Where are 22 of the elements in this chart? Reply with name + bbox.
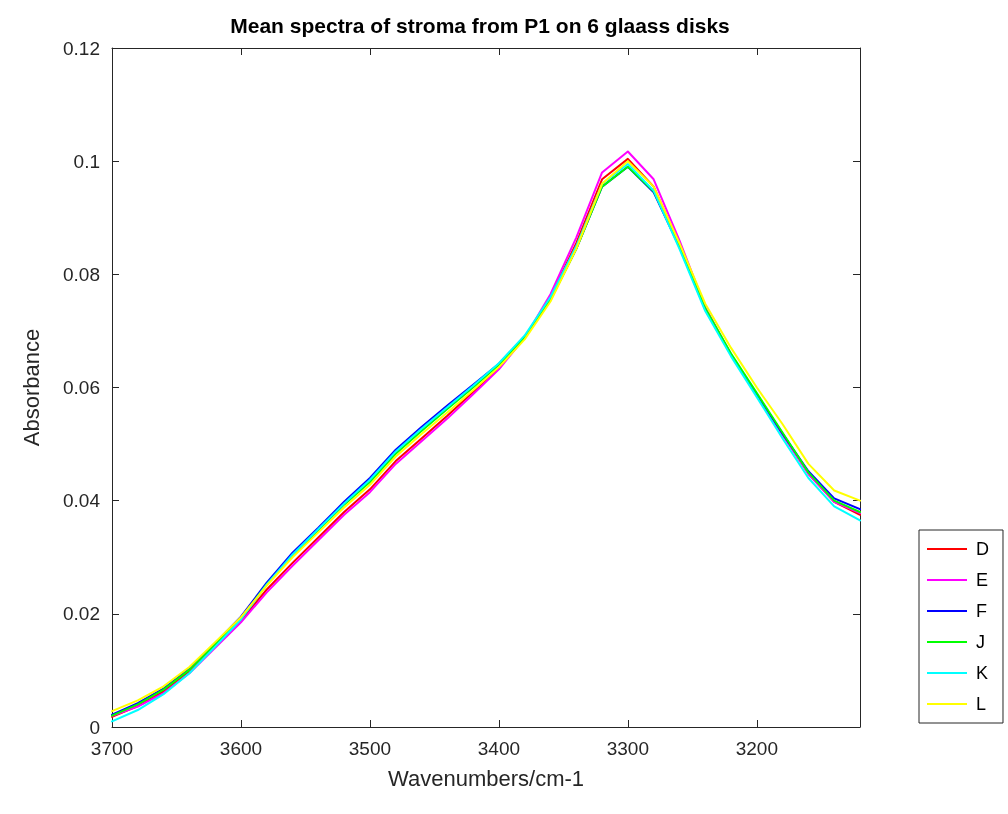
y-tick-label: 0.1 [73,150,100,172]
y-axis-title: Absorbance [18,328,44,447]
legend-label: L [976,694,987,714]
y-tick-label: 0.02 [63,603,100,625]
x-tick-label: 3700 [90,738,134,759]
y-tick-label: 0.06 [63,377,100,398]
legend-label: D [976,539,989,559]
legend-label: J [976,632,985,652]
x-tick-label: 3500 [348,738,392,759]
y-tick-label: 0.08 [63,263,100,285]
y-tick-label: 0.12 [63,37,100,59]
legend-label: E [976,570,989,590]
x-tick-label: 3300 [606,738,649,759]
y-tick-label: 0 [89,716,100,738]
chart-title: Mean spectra of stroma from P1 on 6 glaass disks [230,14,730,37]
x-axis-title: Wavenumbers/cm-1 [387,765,585,791]
x-tick-label: 3200 [735,738,778,759]
legend-label: F [976,601,987,621]
legend-label: K [976,663,989,683]
x-tick-label: 3600 [219,738,263,759]
y-tick-label: 0.04 [63,490,101,512]
x-tick-label: 3400 [477,738,521,759]
